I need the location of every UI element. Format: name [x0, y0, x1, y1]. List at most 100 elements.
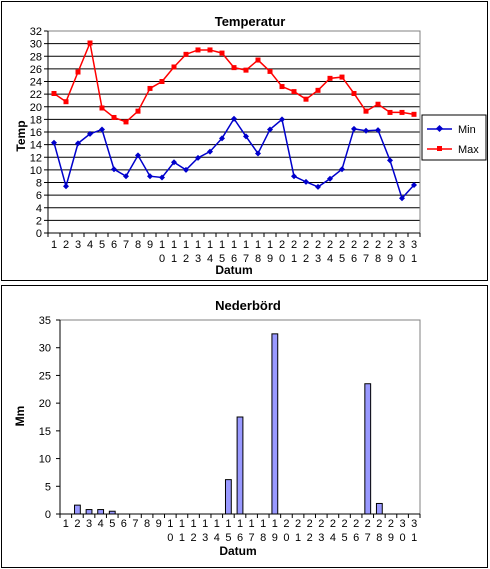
- x-tick-label: 2: [63, 239, 69, 251]
- x-tick-label-digit2: 0: [400, 532, 406, 544]
- x-tick-label-digit1: 2: [353, 518, 359, 530]
- x-tick-label-digit1: 3: [400, 518, 406, 530]
- x-tick-label: 6: [111, 239, 117, 251]
- data-point-min: [171, 159, 177, 166]
- x-tick-labels: 1 2 3 4 5 6 7 8 9 1011121314151617181920212223242…: [51, 239, 417, 265]
- data-point-min: [351, 125, 357, 132]
- x-tick-label: 8: [135, 239, 141, 251]
- x-tick-label-digit1: 1: [159, 239, 165, 251]
- x-tick-label-digit1: 2: [363, 239, 369, 251]
- y-tick-label: 10: [30, 165, 42, 177]
- legend-max-marker: [437, 146, 442, 151]
- data-point-min: [399, 195, 405, 202]
- data-point-min: [99, 126, 105, 133]
- x-tick-label-digit2: 8: [260, 532, 266, 544]
- x-tick-label-digit2: 0: [279, 253, 285, 265]
- data-point-max: [375, 101, 381, 107]
- grid: [48, 30, 420, 221]
- x-tick-label-digit2: 0: [399, 253, 405, 265]
- data-point-min: [267, 126, 273, 133]
- bar: [271, 333, 279, 515]
- x-tick-label-digit2: 7: [363, 253, 369, 265]
- y-tick-label: 15: [39, 426, 51, 438]
- data-point-min: [111, 166, 117, 173]
- data-point-max: [387, 109, 393, 115]
- y-tick-label: 14: [30, 140, 42, 152]
- y-tick-label: 4: [36, 203, 42, 215]
- x-tick-label: 5: [109, 518, 115, 530]
- data-point-max: [75, 69, 81, 75]
- data-point-max: [147, 85, 153, 91]
- data-point-max: [195, 47, 201, 53]
- x-tick-label: 1: [63, 518, 69, 530]
- x-tick-label-digit1: 1: [243, 239, 249, 251]
- x-tick-label-digit2: 3: [202, 532, 208, 544]
- data-point-min: [87, 130, 93, 137]
- x-tick-label-digit2: 1: [171, 253, 177, 265]
- x-tick-label-digit2: 5: [219, 253, 225, 265]
- x-tick-label-digit2: 1: [411, 253, 417, 265]
- x-tick-label-digit2: 2: [183, 253, 189, 265]
- y-tick-label: 26: [30, 64, 42, 76]
- data-point-max: [219, 50, 225, 56]
- data-point-max: [411, 111, 417, 117]
- data-point-max: [159, 79, 165, 84]
- x-tick-label-digit1: 1: [260, 518, 266, 530]
- x-tick-label-digit2: 9: [272, 532, 278, 544]
- x-tick-label: 9: [147, 239, 153, 251]
- legend: Min Max: [421, 114, 487, 161]
- data-point-min: [123, 173, 129, 180]
- legend-min-marker: [435, 124, 444, 133]
- data-point-min: [231, 115, 237, 122]
- temperature-chart: Temperatur Temp Datum 024681012141618202…: [14, 14, 487, 277]
- data-point-min: [147, 173, 153, 180]
- x-tick-label-digit2: 2: [307, 532, 313, 544]
- data-point-min: [243, 133, 249, 140]
- x-tick-label-digit1: 2: [375, 239, 381, 251]
- data-point-min: [363, 127, 369, 134]
- x-tick-label-digit2: 4: [207, 253, 213, 265]
- x-tick-label-digit2: 6: [231, 253, 237, 265]
- data-point-max: [351, 90, 357, 96]
- data-point-max: [291, 89, 297, 95]
- data-point-min: [219, 135, 225, 142]
- x-tick-label-digit1: 2: [330, 518, 336, 530]
- x-tick-label: 7: [123, 239, 129, 251]
- x-axis-label: Datum: [219, 544, 256, 558]
- legend-max-label: Max: [458, 144, 479, 156]
- x-tick-label-digit2: 7: [243, 253, 249, 265]
- data-point-max: [315, 87, 321, 93]
- temperature-chart-panel: Temperatur Temp Datum 0 2 4 6 8 10 12 14 16 18 20 2…: [1, 1, 488, 281]
- y-tick-label: 12: [30, 152, 42, 164]
- y-tick-label: 18: [30, 114, 42, 126]
- series-layer: [51, 40, 417, 202]
- data-point-max: [267, 68, 273, 74]
- x-tick-label-digit1: 1: [183, 239, 189, 251]
- data-point-min: [303, 178, 309, 185]
- data-point-min: [183, 166, 189, 173]
- x-tick-label-digit1: 2: [315, 239, 321, 251]
- x-axis-label: Datum: [215, 263, 252, 277]
- x-tick-label-digit1: 1: [207, 239, 213, 251]
- x-tick-label-digit2: 2: [303, 253, 309, 265]
- x-tick-label: 8: [144, 518, 150, 530]
- data-point-max: [99, 105, 105, 111]
- data-point-min: [195, 154, 201, 161]
- x-tick-label-digit1: 2: [351, 239, 357, 251]
- bars-layer: [74, 333, 383, 515]
- x-tick-label: 3: [86, 518, 92, 530]
- axes: [44, 30, 421, 237]
- x-tick-label-digit1: 3: [411, 518, 417, 530]
- x-tick-label-digit1: 1: [225, 518, 231, 530]
- x-tick-label-digit2: 4: [214, 532, 220, 544]
- data-point-max: [135, 108, 141, 114]
- series-line-min: [53, 117, 415, 200]
- chart-title: Nederbörd: [215, 298, 281, 313]
- data-point-min: [63, 183, 69, 190]
- x-tick-label-digit1: 1: [255, 239, 261, 251]
- y-axis-label: Mm: [13, 406, 27, 427]
- y-tick-label: 20: [30, 102, 42, 114]
- x-tick-label-digit1: 2: [365, 518, 371, 530]
